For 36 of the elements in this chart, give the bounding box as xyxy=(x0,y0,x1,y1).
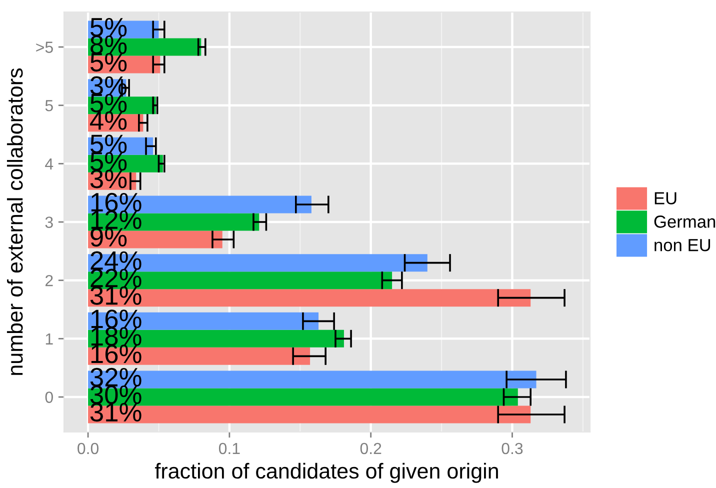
x-tick-label: 0.1 xyxy=(218,442,240,454)
data-label: 22% xyxy=(90,268,142,288)
data-label: 32% xyxy=(90,368,142,387)
data-label: 5% xyxy=(90,152,127,171)
y-tick-label: 0 xyxy=(45,392,53,403)
data-label: 16% xyxy=(91,310,142,328)
data-label: 18% xyxy=(91,327,142,346)
x-axis-title: fraction of candidates of given origin xyxy=(154,462,498,483)
data-label: 9% xyxy=(90,228,127,247)
data-label: 31% xyxy=(90,402,142,422)
data-label: 5% xyxy=(90,18,127,37)
data-label: 8% xyxy=(90,35,127,54)
y-tick-label: >5 xyxy=(36,42,53,53)
y-tick-label: 3 xyxy=(45,216,53,228)
y-tick-label: 2 xyxy=(46,274,53,286)
data-label: 16% xyxy=(91,192,142,212)
legend-label: German xyxy=(654,216,716,228)
data-label: 5% xyxy=(90,134,127,154)
data-label: 5% xyxy=(90,53,127,72)
data-label: 30% xyxy=(90,385,142,404)
y-tick-label: 5 xyxy=(45,100,53,112)
y-tick-label: 1 xyxy=(46,333,53,344)
data-label: 16% xyxy=(91,344,142,364)
x-tick-label: 0.0 xyxy=(78,442,99,454)
x-tick-label: 0.3 xyxy=(502,442,523,454)
data-label: 3% xyxy=(90,170,127,188)
data-label: 5% xyxy=(90,94,127,112)
legend-label: EU xyxy=(654,192,676,204)
data-label: 31% xyxy=(90,286,142,305)
data-label: 12% xyxy=(91,210,142,229)
legend-label: non EU xyxy=(654,239,710,252)
y-axis-title: number of external collaborators xyxy=(6,68,23,375)
y-tick-label: 4 xyxy=(45,158,54,170)
x-tick-label: 0.2 xyxy=(360,442,382,454)
data-label: 4% xyxy=(90,111,127,130)
data-label: 24% xyxy=(90,251,142,270)
